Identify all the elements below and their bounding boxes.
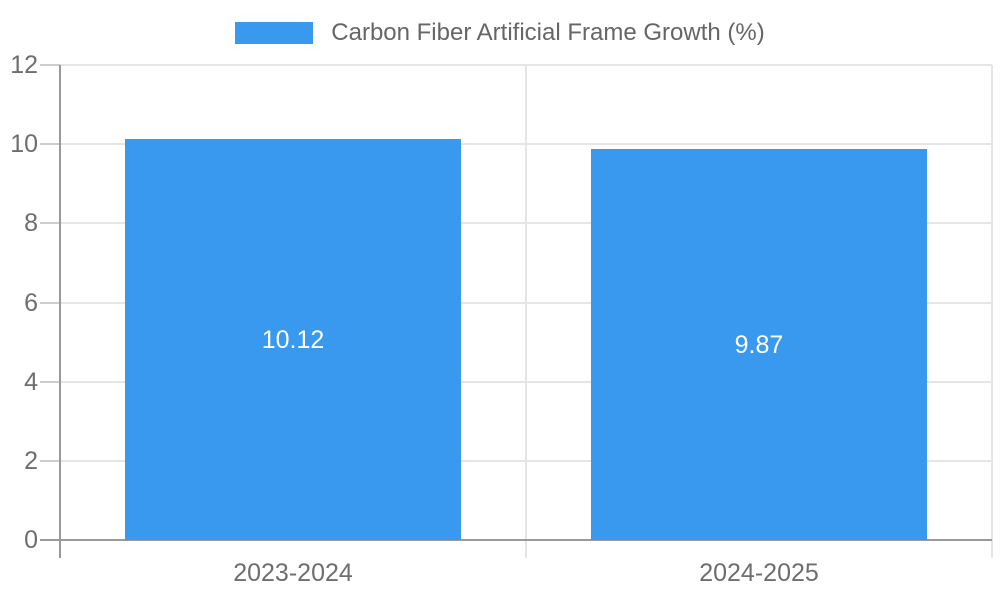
chart-legend[interactable]: Carbon Fiber Artificial Frame Growth (%) — [0, 18, 1000, 48]
y-axis-line — [59, 65, 61, 558]
y-axis-tick-label: 10 — [10, 130, 38, 159]
y-tick-mark — [40, 64, 60, 66]
x-axis-tick-label: 2023-2024 — [233, 559, 353, 587]
x-axis-tick-label: 2024-2025 — [699, 559, 819, 587]
bar[interactable] — [591, 149, 927, 540]
bar-value-label: 10.12 — [261, 325, 325, 354]
x-axis-line — [40, 539, 992, 541]
y-axis-tick-label: 2 — [24, 446, 38, 475]
y-tick-mark — [40, 222, 60, 225]
legend-label: Carbon Fiber Artificial Frame Growth (%) — [331, 19, 765, 46]
bar[interactable] — [125, 139, 461, 540]
y-axis-tick-label: 4 — [24, 367, 38, 396]
y-tick-mark — [40, 143, 60, 146]
y-axis-tick-label: 12 — [10, 51, 38, 79]
y-axis-tick-label: 6 — [24, 288, 38, 317]
x-gridline — [991, 65, 993, 558]
y-axis-tick-label: 8 — [24, 209, 38, 238]
y-tick-mark — [40, 459, 60, 462]
y-axis-tick-label: 0 — [24, 526, 38, 554]
y-tick-mark — [40, 380, 60, 383]
x-gridline — [525, 65, 527, 558]
legend-swatch — [235, 22, 314, 44]
bar-value-label: 9.87 — [734, 330, 784, 359]
y-tick-mark — [40, 301, 60, 304]
